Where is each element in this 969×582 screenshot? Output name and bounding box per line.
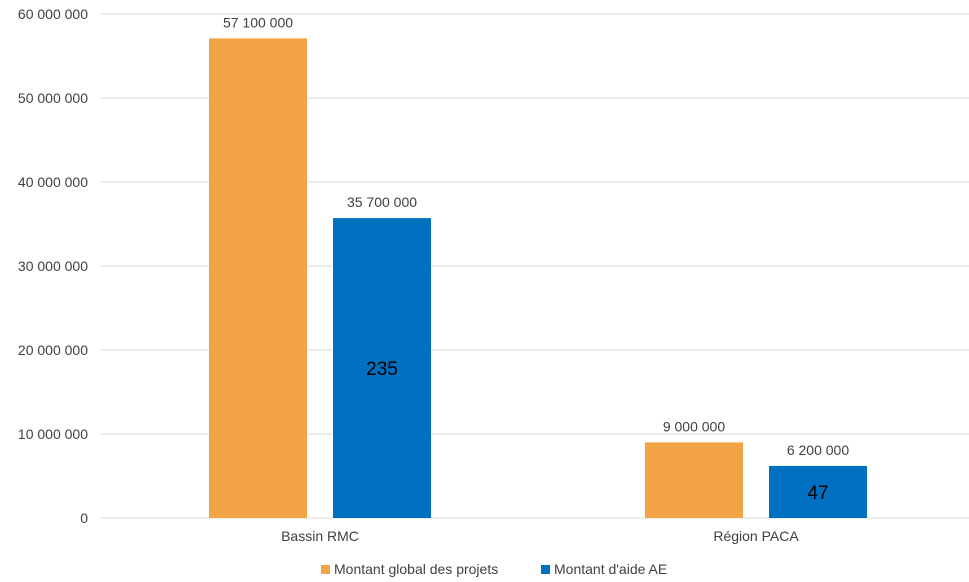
bars [209,38,867,519]
bar-montant-aide-1 [769,465,867,518]
y-axis-ticks: 0 10 000 000 20 000 000 30 000 000 40 000 00… [18,6,88,526]
y-tick-label: 30 000 000 [18,258,88,274]
x-category-label: Bassin RMC [281,528,359,544]
x-category-label: Région PACA [713,528,799,544]
bar-value-label: 35 700 000 [347,194,417,210]
bar-montant-aide-0 [333,218,431,518]
y-tick-label: 10 000 000 [18,426,88,442]
legend-label: Montant d'aide AE [554,561,667,577]
y-tick-label: 50 000 000 [18,90,88,106]
x-axis-categories: Bassin RMC Région PACA [281,528,799,544]
data-labels: 57 100 000 9 000 000 35 700 000 235 6 200 00… [223,14,849,504]
bar-value-label: 57 100 000 [223,14,293,30]
bar-value-label: 6 200 000 [787,442,849,458]
y-tick-label: 60 000 000 [18,6,88,22]
legend-label: Montant global des projets [334,561,498,577]
bar-value-label: 9 000 000 [663,418,725,434]
bar-montant-global-0 [209,38,307,519]
legend: Montant global des projets Montant d'aide… [321,561,667,577]
bar-montant-global-1 [645,442,743,518]
y-tick-label: 40 000 000 [18,174,88,190]
y-tick-label: 0 [80,510,88,526]
bar-inner-label: 235 [366,359,398,380]
legend-swatch [541,565,550,574]
bar-inner-label: 47 [807,483,828,504]
legend-swatch [321,565,330,574]
y-tick-label: 20 000 000 [18,342,88,358]
